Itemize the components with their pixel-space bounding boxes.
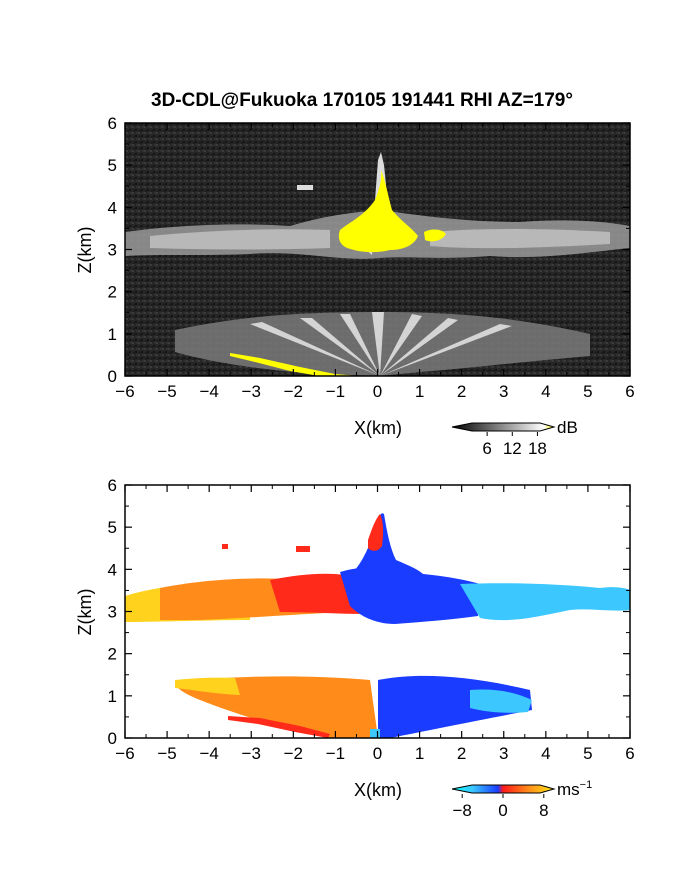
fan-rays bbox=[250, 312, 512, 376]
colorbar-velocity-unit: ms−1 bbox=[557, 779, 592, 799]
y-tick-label: 6 bbox=[108, 476, 117, 495]
x-tick-label: −4 bbox=[199, 744, 218, 763]
x-tick-label: 0 bbox=[373, 744, 382, 763]
ground-clutter bbox=[230, 353, 360, 376]
x-tick-label: −1 bbox=[326, 382, 345, 401]
core-negative bbox=[355, 513, 425, 583]
low-positive-edge bbox=[175, 677, 240, 695]
y-tick-label: 0 bbox=[108, 729, 117, 748]
x-tick-label: −3 bbox=[242, 382, 261, 401]
colorbar-tick-label: 0 bbox=[498, 801, 507, 820]
y-tick-label: 2 bbox=[108, 283, 117, 302]
x-tick-label: 2 bbox=[457, 382, 466, 401]
colorbar-reflectivity: 6 12 18 dB bbox=[451, 418, 578, 458]
y-tick-label: 1 bbox=[108, 325, 117, 344]
y-tick-label: 5 bbox=[108, 518, 117, 537]
x-tick-label: −2 bbox=[284, 382, 303, 401]
colorbar-velocity: −8 0 8 ms−1 bbox=[451, 779, 592, 820]
isolated-echo-a bbox=[222, 544, 228, 549]
layer-far-negative bbox=[460, 583, 630, 621]
y-tick-label: 4 bbox=[108, 198, 117, 217]
y-axis-label-bottom: Z(km) bbox=[75, 589, 95, 636]
colorbar-tick-label: −8 bbox=[453, 801, 472, 820]
x-tick-label: −1 bbox=[326, 744, 345, 763]
x-tick-label: −4 bbox=[199, 382, 218, 401]
colorbar-reflectivity-unit: dB bbox=[557, 418, 578, 437]
x-tick-label: −6 bbox=[115, 744, 134, 763]
x-tick-label: 3 bbox=[499, 744, 508, 763]
figure-title: 3D-CDL@Fukuoka 170105 191441 RHI AZ=179° bbox=[151, 90, 573, 111]
y-tick-label: 1 bbox=[108, 687, 117, 706]
reflectivity-image bbox=[125, 123, 630, 376]
x-tick-label: 5 bbox=[583, 744, 592, 763]
x-tick-label: −2 bbox=[284, 744, 303, 763]
x-tick-label: −5 bbox=[157, 382, 176, 401]
colorbar-velocity-unit-exp: −1 bbox=[580, 779, 593, 791]
panel-velocity: −6 −5 −4 −3 −2 −1 0 1 2 3 4 5 6 0 1 2 3 4 5 6 X(km) Z(km) −… bbox=[75, 476, 635, 820]
x-tick-label: 6 bbox=[625, 744, 634, 763]
x-axis-label-bottom: X(km) bbox=[354, 780, 402, 800]
y-axis-label-top: Z(km) bbox=[75, 227, 95, 274]
colorbar-velocity-bar bbox=[451, 784, 556, 794]
isolated-echo bbox=[297, 185, 313, 190]
core-patch-right bbox=[424, 229, 446, 242]
isolated-echo-b bbox=[296, 546, 310, 552]
core-positive bbox=[368, 514, 384, 551]
velocity-image bbox=[125, 485, 630, 738]
colorbar-tick-label: 8 bbox=[539, 801, 548, 820]
x-tick-label: −6 bbox=[115, 382, 134, 401]
colorbar-reflectivity-bar bbox=[451, 422, 556, 432]
x-axis-label-top: X(km) bbox=[354, 418, 402, 438]
clutter-streak bbox=[228, 716, 330, 738]
y-tick-label: 6 bbox=[108, 114, 117, 133]
y-tick-label: 4 bbox=[108, 560, 117, 579]
x-tick-label: 0 bbox=[373, 382, 382, 401]
y-tick-label: 2 bbox=[108, 645, 117, 664]
x-tick-label: −3 bbox=[242, 744, 261, 763]
cloud-layer-bright bbox=[150, 229, 610, 250]
axes-top: −6 −5 −4 −3 −2 −1 0 1 2 3 4 5 6 0 1 2 3 4 5 6 bbox=[108, 114, 635, 401]
y-tick-label: 5 bbox=[108, 156, 117, 175]
low-level-fan bbox=[175, 312, 590, 376]
colorbar-velocity-unit-base: ms bbox=[557, 780, 580, 799]
convective-core bbox=[338, 170, 418, 253]
x-tick-label: 6 bbox=[625, 382, 634, 401]
axes-bottom: −6 −5 −4 −3 −2 −1 0 1 2 3 4 5 6 0 1 2 3 4 5 6 bbox=[108, 476, 635, 763]
colorbar-velocity-ticks: −8 0 8 bbox=[453, 794, 549, 820]
x-tick-label: 2 bbox=[457, 744, 466, 763]
x-tick-label: 4 bbox=[541, 382, 550, 401]
x-tick-label: −5 bbox=[157, 744, 176, 763]
colorbar-tick-label: 6 bbox=[482, 439, 491, 458]
x-tick-label: 4 bbox=[541, 744, 550, 763]
y-tick-label: 3 bbox=[108, 603, 117, 622]
colorbar-reflectivity-ticks: 6 12 18 bbox=[482, 432, 547, 458]
x-tick-label: 1 bbox=[415, 744, 424, 763]
y-tick-label: 3 bbox=[108, 241, 117, 260]
near-radar-echo bbox=[370, 729, 380, 738]
colorbar-tick-label: 18 bbox=[528, 439, 547, 458]
x-tick-label: 1 bbox=[415, 382, 424, 401]
y-tick-label: 0 bbox=[108, 367, 117, 386]
colorbar-tick-label: 12 bbox=[503, 439, 522, 458]
x-tick-label: 5 bbox=[583, 382, 592, 401]
low-negative-tail bbox=[470, 689, 532, 713]
x-tick-label: 3 bbox=[499, 382, 508, 401]
